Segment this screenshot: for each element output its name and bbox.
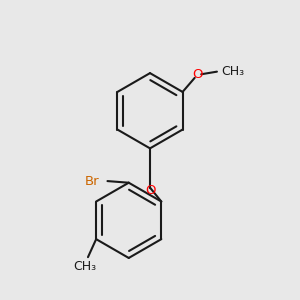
Text: O: O xyxy=(145,184,155,197)
Text: CH₃: CH₃ xyxy=(73,260,96,273)
Text: O: O xyxy=(192,68,202,81)
Text: CH₃: CH₃ xyxy=(221,65,244,78)
Text: Br: Br xyxy=(85,175,99,188)
